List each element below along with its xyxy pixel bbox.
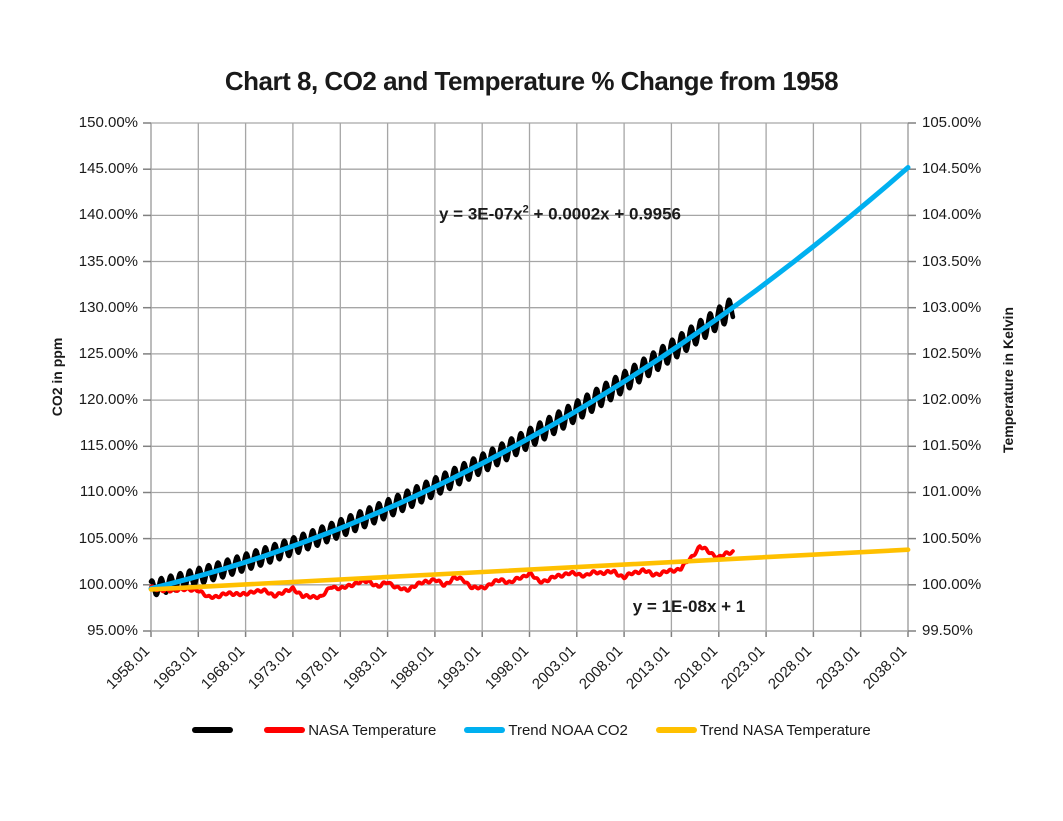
- left-axis-tick-label: 100.00%: [78, 576, 138, 593]
- series-nasa-temperature: [149, 544, 735, 601]
- legend-label: Trend NASA Temperature: [699, 721, 871, 739]
- legend: NASA Temperature Trend NOAA CO2 Trend NASA…: [0, 721, 1063, 739]
- temp-trend-equation: y = 1E-08x + 1: [633, 597, 745, 617]
- equation-superscript: 2: [522, 203, 529, 216]
- right-axis-tick-label: 101.00%: [922, 483, 982, 500]
- co2-trend-equation: y = 3E-07x2 + 0.0002x + 0.9956: [439, 204, 681, 225]
- left-axis-tick-label: 105.00%: [78, 530, 138, 547]
- left-axis-tick-label: 145.00%: [78, 160, 138, 177]
- left-axis-tick-label: 140.00%: [78, 206, 138, 223]
- left-axis-tick-label: 95.00%: [87, 622, 138, 639]
- right-axis-tick-label: 99.50%: [922, 622, 973, 639]
- left-axis-tick-label: 125.00%: [78, 345, 138, 362]
- legend-label: NASA Temperature: [308, 721, 437, 739]
- series-noaa-co2: [148, 297, 736, 598]
- right-axis-tick-label: 102.50%: [922, 345, 982, 362]
- left-axis-tick-label: 135.00%: [78, 253, 138, 270]
- legend-item-nasa-temperature: NASA Temperature: [264, 721, 436, 739]
- right-axis-tick-label: 104.00%: [922, 206, 982, 223]
- legend-item-trend-nasa-temperature: Trend NASA Temperature: [655, 721, 871, 739]
- equation-text: + 0.0002x + 0.9956: [528, 204, 681, 224]
- left-axis-tick-label: 150.00%: [78, 114, 138, 131]
- equation-text: y = 3E-07x: [439, 204, 523, 224]
- legend-swatch: [464, 727, 506, 733]
- legend-swatch: [192, 727, 234, 733]
- legend-item-trend-noaa-co2: Trend NOAA CO2: [464, 721, 628, 739]
- right-axis-tick-label: 103.50%: [922, 253, 982, 270]
- right-axis-tick-label: 102.00%: [922, 391, 982, 408]
- left-axis-tick-label: 130.00%: [78, 299, 138, 316]
- chart-title: Chart 8, CO2 and Temperature % Change fr…: [224, 66, 839, 96]
- right-axis-tick-label: 100.00%: [922, 576, 982, 593]
- legend-label: Trend NOAA CO2: [508, 721, 628, 739]
- equation-text: y = 1E-08x + 1: [632, 597, 746, 616]
- right-axis-tick-label: 100.50%: [922, 530, 982, 547]
- series-trend-noaa-co2: [148, 165, 911, 591]
- left-axis-tick-label: 115.00%: [79, 437, 138, 454]
- right-axis-tick-label: 104.50%: [922, 160, 982, 177]
- left-axis-tick-label: 120.00%: [78, 391, 138, 408]
- right-axis-tick-label: 101.50%: [922, 437, 982, 454]
- legend-item-noaa-co2: [192, 721, 236, 739]
- legend-swatch: [264, 727, 306, 733]
- right-axis-tick-label: 103.00%: [922, 299, 982, 316]
- legend-swatch: [655, 727, 697, 733]
- left-axis-tick-label: 110.00%: [79, 483, 138, 500]
- series-trend-nasa-temperature: [148, 547, 911, 592]
- right-axis-tick-label: 105.00%: [922, 114, 982, 131]
